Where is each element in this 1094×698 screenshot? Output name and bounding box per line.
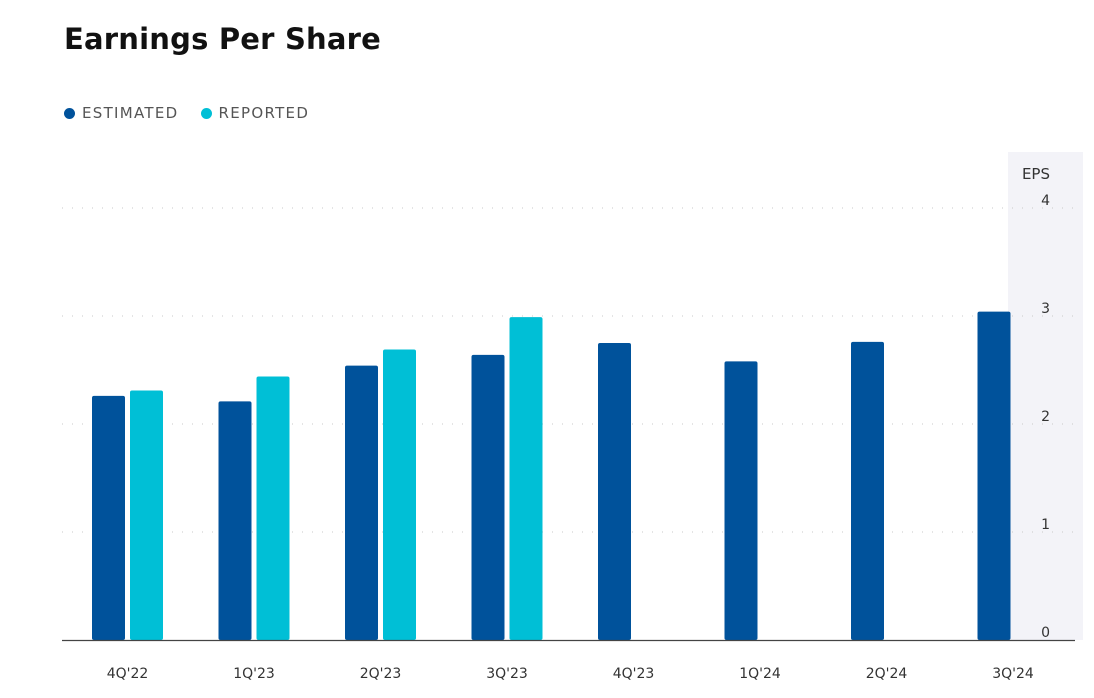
y-tick-label: 1: [1041, 517, 1050, 533]
legend-swatch-estimated: [64, 107, 75, 119]
bar-estimated-1q23: [218, 401, 252, 640]
legend-label-estimated: ESTIMATED: [82, 104, 179, 122]
bar-reported-4q22: [130, 390, 163, 640]
bar-estimated-2q24: [851, 341, 884, 640]
bar-estimated-3q24: [977, 311, 1011, 640]
y-axis-title: EPS: [1022, 165, 1050, 183]
bar-estimated-2q23: [345, 365, 378, 640]
x-tick-label: 1Q'23: [233, 666, 275, 682]
legend-label-reported: REPORTED: [218, 104, 310, 122]
bar-estimated-4q23: [598, 343, 631, 640]
x-tick-label: 1Q'24: [739, 666, 781, 682]
bar-estimated-4q22: [92, 395, 125, 640]
y-tick-label: 3: [1041, 301, 1050, 317]
x-tick-label: 2Q'23: [360, 666, 402, 682]
chart-title: Earnings Per Share: [64, 22, 382, 56]
x-tick-label: 4Q'22: [107, 666, 149, 682]
y-axis-panel: [1008, 152, 1083, 640]
x-tick-label: 2Q'24: [866, 666, 908, 682]
x-tick-label: 3Q'23: [486, 666, 528, 682]
bar-reported-2q23: [383, 349, 416, 640]
bar-estimated-3q23: [471, 354, 505, 640]
chart-legend: ESTIMATED REPORTED: [64, 104, 309, 122]
y-tick-label: 4: [1041, 193, 1050, 209]
legend-item-estimated[interactable]: ESTIMATED: [64, 104, 179, 122]
legend-item-reported[interactable]: REPORTED: [200, 104, 310, 122]
legend-swatch-reported: [200, 107, 212, 119]
bar-reported-1q23: [256, 376, 290, 640]
y-tick-label: 2: [1041, 409, 1050, 425]
x-tick-label: 3Q'24: [992, 666, 1034, 682]
x-tick-label: 4Q'23: [613, 666, 655, 682]
y-tick-label: 0: [1041, 625, 1050, 641]
bar-estimated-1q24: [724, 361, 758, 640]
bar-reported-3q23: [509, 317, 543, 640]
